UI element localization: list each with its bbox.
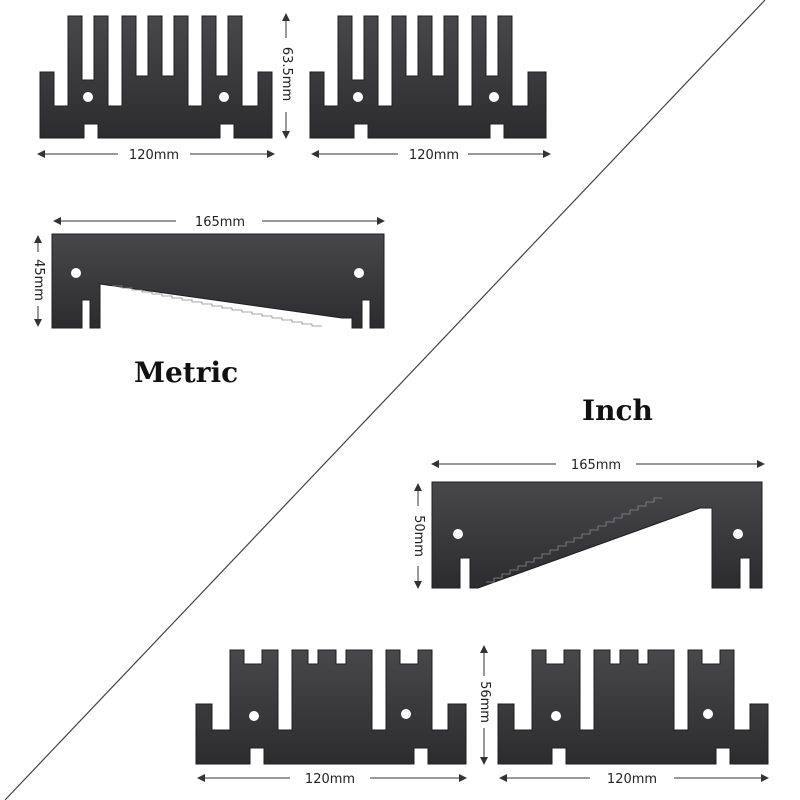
inch-long-height-dim: 50mm xyxy=(411,483,426,589)
metric-long-width-label: 165mm xyxy=(195,215,245,230)
metric-long-width-dim: 165mm xyxy=(53,215,385,230)
metric-long-plate xyxy=(51,233,385,329)
metric-small-plate-1 xyxy=(39,15,273,139)
inch-small-width-dim-2: 120mm xyxy=(499,772,769,787)
inch-small-plate-1 xyxy=(195,649,467,765)
metric-heading: Metric xyxy=(134,356,239,389)
inch-long-width-label: 165mm xyxy=(571,458,621,473)
diagonal-divider xyxy=(4,0,766,800)
metric-small-width-dim-1: 120mm xyxy=(37,148,275,163)
inch-long-width-dim: 165mm xyxy=(431,458,765,473)
metric-small-plate-2 xyxy=(309,15,547,139)
inch-small-width-label-2: 120mm xyxy=(607,772,657,787)
inch-small-plate-2 xyxy=(497,649,769,765)
inch-long-plate xyxy=(431,481,763,589)
inch-small-width-label-1: 120mm xyxy=(305,772,355,787)
inch-small-width-dim-1: 120mm xyxy=(197,772,467,787)
metric-small-width-label-1: 120mm xyxy=(129,148,179,163)
inch-heading: Inch xyxy=(582,394,653,427)
inch-long-height-label: 50mm xyxy=(411,515,426,557)
metric-long-height-dim: 45mm xyxy=(31,235,46,327)
metric-small-width-dim-2: 120mm xyxy=(311,148,551,163)
metric-small-height-label: 63.5mm xyxy=(279,47,294,101)
metric-small-width-label-2: 120mm xyxy=(409,148,459,163)
metric-long-height-label: 45mm xyxy=(31,259,46,301)
inch-small-height-label: 56mm xyxy=(477,681,492,723)
inch-small-height-dim: 56mm xyxy=(477,645,492,765)
metric-small-height-dim: 63.5mm xyxy=(279,13,294,139)
